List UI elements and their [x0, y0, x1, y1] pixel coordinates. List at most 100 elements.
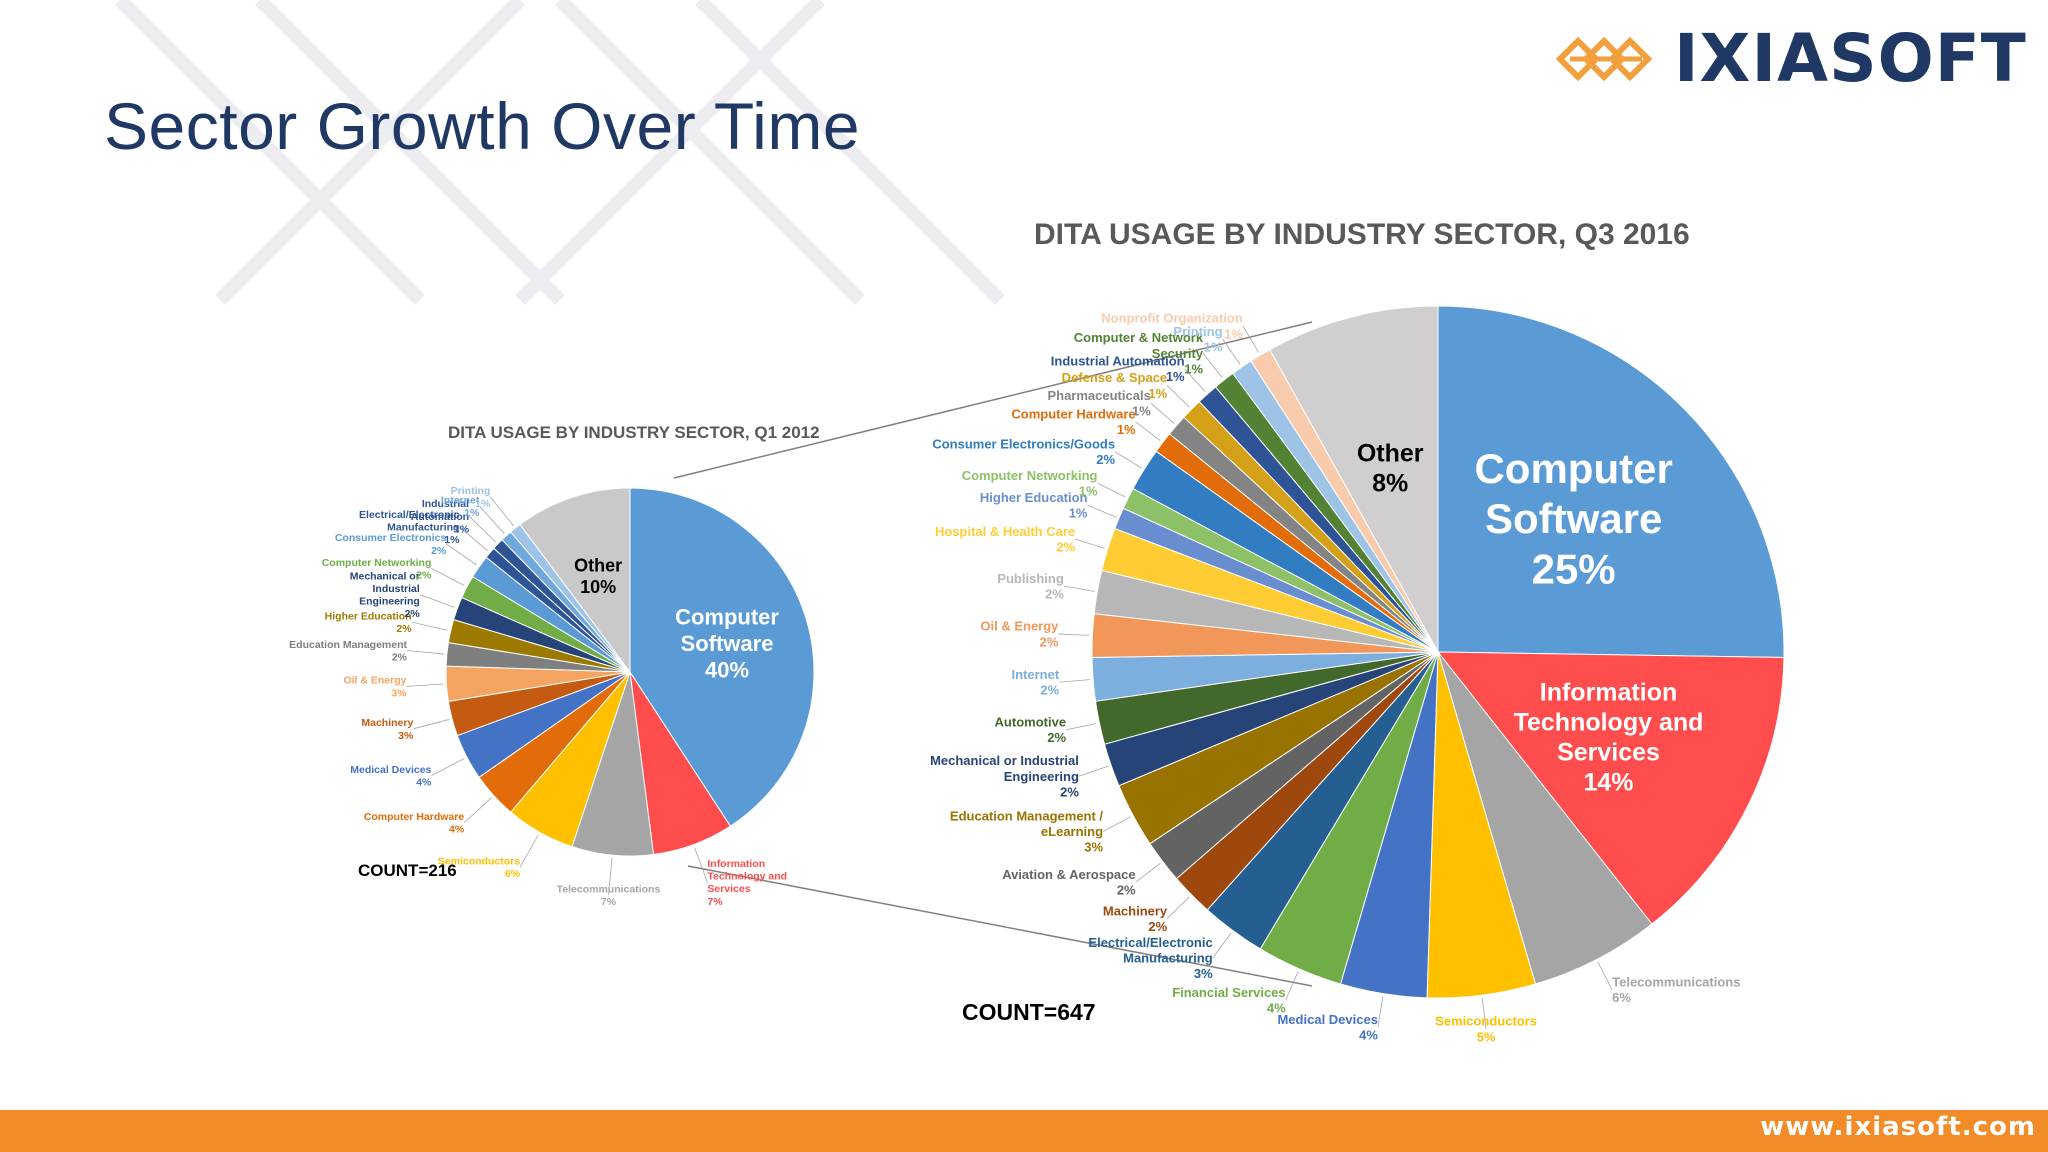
slice-label-machinery: Machinery 2%	[1103, 903, 1168, 934]
slice-label-internet: Internet 1%	[441, 495, 480, 520]
slice-label-automotive: Automotive 2%	[995, 715, 1067, 746]
leader-line-industrial-automation	[468, 515, 496, 543]
leader-line-nonprofit-organization	[1242, 325, 1260, 353]
leader-line-mechanical-or-industrial-engineering	[419, 594, 455, 608]
leader-line-machinery	[1166, 896, 1190, 919]
slice-label-telecommunications: Telecommunications 7%	[557, 883, 661, 908]
slice-label-financial-services: Financial Services 4%	[1172, 985, 1286, 1016]
leader-line-information-technology-and-services	[694, 847, 708, 883]
slice-label-telecommunications: Telecommunications 6%	[1612, 975, 1740, 1006]
leader-line-education-management-elearning	[1102, 816, 1131, 832]
count-label-2012: COUNT=216	[358, 861, 457, 880]
leader-line-defense-space	[1166, 385, 1190, 408]
leader-line-telecommunications	[608, 858, 613, 896]
leader-line-higher-education	[1087, 504, 1117, 518]
slice-label-education-management-elearning: Education Management / eLearning 3%	[950, 808, 1104, 854]
slice-label-hospital-health-care: Hospital & Health Care 2%	[935, 524, 1076, 555]
slice-label-publishing: Publishing 2%	[997, 571, 1064, 602]
slice-label-computer-hardware: Computer Hardware 1%	[1011, 407, 1136, 438]
slice-label-computer-software: Computer Software 25%	[1474, 445, 1672, 593]
slice-label-printing: Printing 1%	[451, 485, 491, 510]
slice-label-medical-devices: Medical Devices 4%	[350, 764, 432, 789]
slice-label-consumer-electronics-goods: Consumer Electronics/Goods 2%	[932, 436, 1115, 467]
leader-line-semiconductors	[519, 834, 539, 868]
chart-title-2016: DITA USAGE BY INDUSTRY SECTOR, Q3 2016	[1034, 218, 1690, 251]
leader-line-internet	[479, 505, 505, 534]
ixiasoft-logo: IXIASOFT	[1556, 26, 2027, 92]
leader-line-hospital-health-care	[1075, 538, 1105, 549]
slice-label-oil-energy: Oil & Energy 2%	[980, 619, 1059, 650]
leader-line-electrical-electronic-manufacturing	[1212, 932, 1232, 959]
logo-mark-icon	[1556, 36, 1653, 82]
pie-slice-telecommunications	[1437, 651, 1653, 985]
slice-label-education-management: Education Management 2%	[289, 639, 408, 664]
connector-line-bottom	[687, 865, 1313, 987]
slice-label-computer-networking: Computer Networking 2%	[322, 557, 432, 582]
leader-line-mechanical-or-industrial-engineering	[1078, 765, 1109, 777]
leader-line-computer-hardware	[463, 797, 492, 823]
leader-line-aviation-aerospace	[1135, 863, 1161, 883]
leader-line-education-management	[406, 650, 444, 655]
slice-label-electrical-electronic-manufacturing: Electrical/Electronic Manufacturing 1%	[359, 509, 460, 546]
background-decoration	[115, 0, 1005, 305]
leader-line-internet	[1059, 679, 1091, 683]
leader-line-medical-devices	[1377, 996, 1384, 1028]
slice-label-machinery: Machinery 3%	[361, 717, 414, 742]
leader-line-industrial-automation	[1184, 368, 1206, 393]
slice-label-aviation-aerospace: Aviation & Aerospace 2%	[1002, 867, 1136, 898]
leader-line-computer-networking	[1097, 482, 1126, 498]
slice-label-internet: Internet 2%	[1012, 667, 1060, 698]
slice-label-mechanical-or-industrial-engineering: Mechanical or Industrial Engineering 2%	[930, 753, 1079, 799]
leader-line-higher-education	[411, 621, 448, 631]
pie-slice-other	[1269, 305, 1439, 654]
slice-label-other: Other 8%	[1357, 440, 1424, 498]
slice-label-information-technology-and-services: Information Technology and Services 14%	[1514, 678, 1704, 796]
slice-label-higher-education: Higher Education 1%	[980, 490, 1088, 521]
slice-label-computer-software: Computer Software 40%	[675, 605, 779, 683]
slice-label-computer-hardware: Computer Hardware 4%	[364, 811, 465, 836]
pie-slice-computer-software	[629, 487, 815, 827]
pie-chart-2016: DITA USAGE BY INDUSTRY SECTOR, Q3 2016 C…	[930, 218, 1785, 1044]
slice-label-other: Other 10%	[574, 555, 622, 597]
slice-label-information-technology-and-services: Information Technology and Services 7%	[707, 858, 787, 908]
slice-label-higher-education: Higher Education 2%	[325, 611, 413, 636]
leader-line-consumer-electronics	[446, 543, 477, 566]
pie-chart-2012: DITA USAGE BY INDUSTRY SECTOR, Q1 2012 C…	[289, 423, 819, 908]
count-label-2016: COUNT=647	[962, 999, 1096, 1025]
pie-slice-other	[519, 487, 631, 674]
slice-label-industrial-automation: Industrial Automation 1%	[1051, 354, 1185, 385]
footer-bar: www.ixiasoft.com	[0, 1110, 2048, 1152]
leader-line-computer-network-security	[1202, 353, 1223, 378]
leader-line-financial-services	[1285, 971, 1299, 1001]
slice-label-consumer-electronics: Consumer Electronics 2%	[335, 532, 447, 557]
pie-slice-computer-software	[1437, 305, 1785, 658]
leader-line-machinery	[413, 719, 450, 730]
slice-label-pharmaceuticals: Pharmaceuticals 1%	[1047, 388, 1151, 419]
slice-label-electrical-electronic-manufacturing: Electrical/Electronic Manufacturing 3%	[1088, 935, 1213, 981]
slice-label-computer-network-security: Computer & Network Security 1%	[1074, 330, 1204, 376]
leader-line-computer-networking	[431, 568, 465, 586]
leader-line-medical-devices	[431, 758, 465, 776]
chart-title-2012: DITA USAGE BY INDUSTRY SECTOR, Q1 2012	[448, 423, 820, 442]
slice-label-oil-energy: Oil & Energy 3%	[343, 675, 407, 700]
leader-line-electrical-electronic-manufacturing	[459, 526, 488, 552]
slice-label-defense-space: Defense & Space 1%	[1062, 370, 1168, 401]
leader-line-publishing	[1063, 585, 1095, 592]
slice-label-mechanical-or-industrial-engineering: Mechanical or Industrial Engineering 2%	[350, 570, 421, 620]
leader-line-oil-energy	[406, 683, 444, 687]
logo-text: IXIASOFT	[1674, 20, 2027, 97]
leader-line-consumer-electronics-goods	[1114, 451, 1142, 469]
slice-label-printing: Printing 1%	[1173, 324, 1223, 355]
leader-line-computer-hardware	[1135, 421, 1161, 441]
slice-label-semiconductors: Semiconductors 6%	[438, 856, 521, 881]
leader-line-printing	[1222, 338, 1241, 365]
leader-line-printing	[490, 496, 514, 527]
leader-line-oil-energy	[1058, 633, 1090, 636]
leader-line-semiconductors	[1481, 998, 1487, 1029]
connector-line-top	[673, 321, 1313, 479]
leader-line-pharmaceuticals	[1150, 402, 1175, 424]
slide-title: Sector Growth Over Time	[104, 89, 861, 163]
leader-line-automotive	[1065, 723, 1097, 731]
slice-label-computer-networking: Computer Networking 1%	[962, 468, 1098, 499]
